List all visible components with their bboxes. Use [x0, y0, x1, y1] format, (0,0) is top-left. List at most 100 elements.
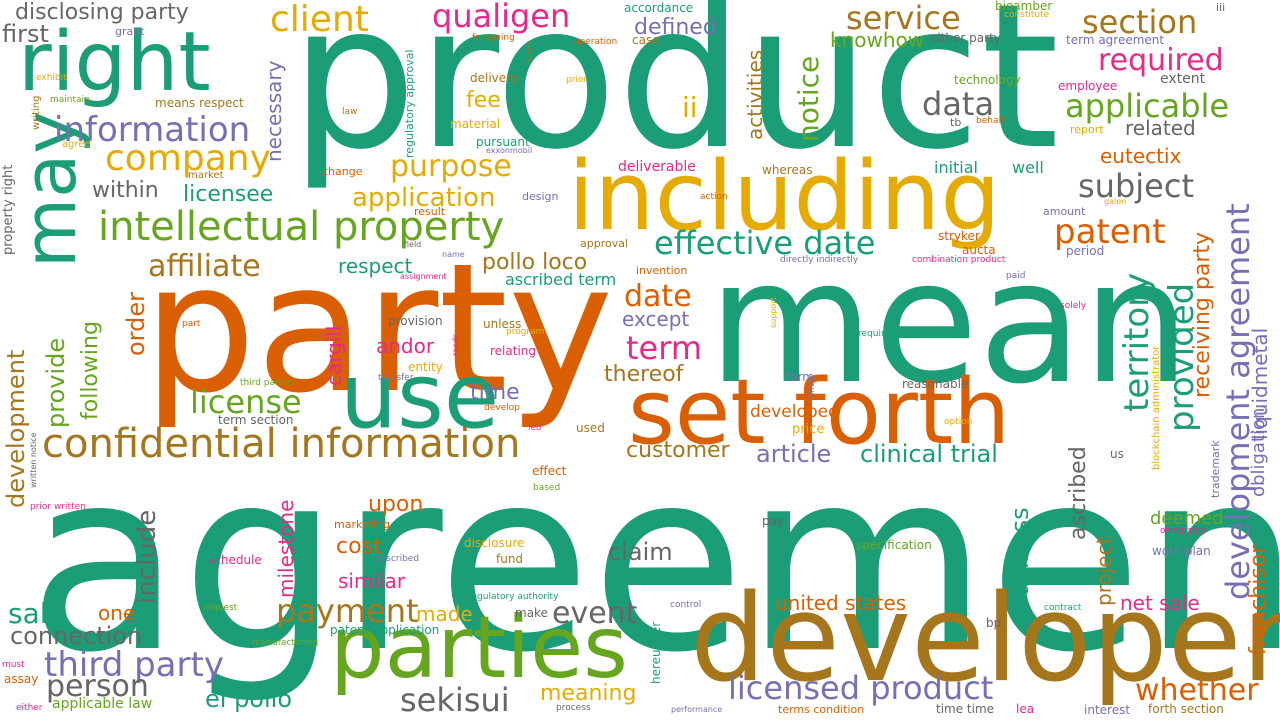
word: effect — [532, 464, 567, 478]
word: blockchain administrator — [1151, 345, 1162, 470]
word: party — [143, 225, 614, 432]
word: technology — [954, 73, 1021, 87]
word: relating — [490, 344, 537, 358]
word: bp — [986, 616, 1002, 630]
word: must — [2, 660, 25, 670]
word: customer — [626, 438, 730, 463]
word: activities — [743, 49, 767, 140]
word: defined — [634, 15, 717, 40]
word: data — [922, 85, 995, 123]
word: el pollo — [205, 685, 292, 713]
word: person — [46, 669, 149, 704]
word: developed — [750, 402, 839, 422]
word: within — [92, 178, 159, 203]
word: clinical trial — [860, 440, 998, 468]
word: specification — [856, 538, 932, 552]
word: maintain — [50, 95, 90, 105]
word: patent application — [330, 623, 440, 637]
word: term — [626, 329, 702, 367]
word: make — [515, 606, 548, 620]
word: stryker — [938, 229, 980, 243]
word: term section — [218, 413, 294, 427]
word: qualigen — [432, 0, 571, 35]
word: development — [2, 349, 30, 508]
word: net sale — [1120, 591, 1200, 615]
word: ascribed term — [505, 270, 617, 289]
word: agreement — [28, 416, 1280, 707]
word: request — [203, 603, 238, 613]
word: combination product — [912, 255, 1006, 265]
word: licensed product — [728, 669, 994, 707]
word: franchisor — [1246, 544, 1271, 655]
word: described — [375, 554, 420, 564]
word: marketing — [334, 518, 391, 531]
word: thereof — [604, 362, 684, 387]
word: solely — [1060, 301, 1087, 311]
word: grant — [115, 25, 145, 38]
word: sale — [8, 597, 65, 630]
word: operation — [574, 37, 618, 47]
word: assay — [4, 672, 39, 686]
word: tb — [950, 116, 962, 129]
word: upon — [368, 492, 424, 517]
word: extent — [1160, 71, 1206, 87]
word: parties — [330, 598, 628, 698]
word: necessary — [262, 60, 286, 162]
word: except — [622, 307, 690, 331]
word: performance — [671, 705, 723, 714]
word: means respect — [155, 96, 244, 110]
word: requirement — [858, 329, 914, 339]
word: action — [700, 192, 728, 202]
word: process — [556, 703, 591, 713]
word: connection — [10, 622, 143, 650]
word: territory — [1117, 272, 1157, 412]
word: prior written — [30, 502, 86, 512]
word: bioamber — [995, 0, 1053, 13]
word: writing — [31, 95, 42, 130]
word: price — [792, 422, 825, 437]
word: well — [1012, 158, 1044, 177]
word: property right — [1, 164, 16, 255]
word: first — [2, 20, 49, 48]
word: forth section — [1148, 702, 1224, 716]
word: schedule — [208, 553, 262, 567]
word: used — [576, 421, 605, 435]
word: provide — [42, 337, 70, 428]
word: eutectix — [1100, 144, 1182, 168]
word: payment — [276, 592, 419, 630]
word: taxes — [525, 40, 534, 62]
word: leo — [528, 423, 542, 433]
word: based — [533, 483, 561, 493]
word: deemed — [1150, 508, 1224, 529]
word: disclosure — [464, 536, 525, 550]
word: manufacturing — [252, 638, 319, 648]
word: amount — [1043, 205, 1086, 218]
word: trademark — [1209, 440, 1222, 498]
word: meaning — [540, 681, 637, 706]
word: information — [54, 110, 251, 150]
word: article — [756, 440, 832, 468]
word: form — [786, 370, 814, 384]
word: include — [132, 509, 162, 604]
word: regulatory approval — [403, 49, 416, 158]
word: agree — [62, 139, 91, 150]
word: respect — [338, 254, 413, 278]
word: ownership — [1160, 526, 1207, 536]
word: service — [846, 0, 961, 37]
word: applicable — [1065, 87, 1230, 125]
word: either party — [930, 31, 1001, 45]
word: obligation — [1248, 407, 1269, 497]
word: patent — [1054, 212, 1166, 252]
word: foregoing — [472, 33, 515, 43]
word: product — [290, 0, 1060, 194]
word: iii — [1216, 1, 1226, 14]
word: transfer — [378, 373, 414, 383]
word: including — [568, 142, 1001, 252]
word: business — [1006, 507, 1034, 612]
word: deliverable — [618, 159, 696, 175]
word: assignment — [400, 272, 447, 281]
word: invention — [636, 264, 688, 277]
word: use — [340, 344, 500, 449]
word: either — [16, 703, 43, 713]
